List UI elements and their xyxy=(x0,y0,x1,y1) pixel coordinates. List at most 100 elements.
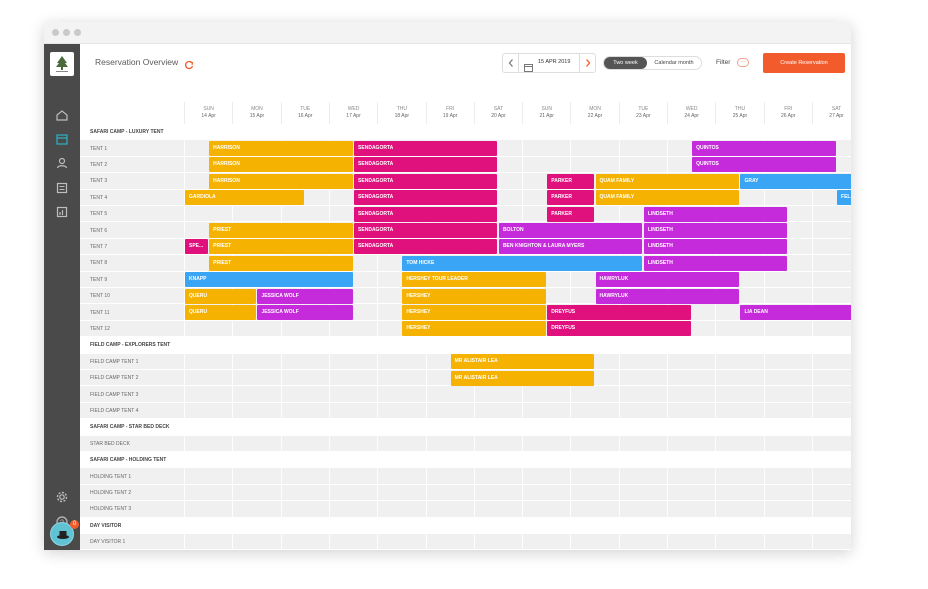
reservation-bar[interactable]: PRIEST xyxy=(209,255,353,271)
reservation-bar[interactable]: BOLTON xyxy=(498,223,643,239)
reservation-bar[interactable]: HERSHEY xyxy=(402,305,546,321)
next-period-button[interactable] xyxy=(579,54,595,72)
reservation-bar[interactable]: PARKER xyxy=(547,173,595,189)
reservation-bar[interactable]: PARKER xyxy=(547,206,595,222)
home-icon[interactable] xyxy=(55,108,69,122)
reservation-bar[interactable]: JESSICA WOLF xyxy=(257,305,353,321)
resource-row[interactable]: STAR BED DECK xyxy=(80,435,851,452)
resource-row[interactable]: TENT 12 HERSHEY DREYFUS xyxy=(80,320,851,338)
reservation-bar[interactable]: LINDSETH xyxy=(643,239,788,255)
reservation-bar[interactable]: JESSICA WOLF xyxy=(257,288,353,304)
reservation-bar[interactable]: QUAM FAMILY xyxy=(595,190,739,206)
reservation-bar[interactable]: TOM HICKE xyxy=(402,255,643,271)
reservation-bar[interactable]: SENDAGORTA xyxy=(354,206,498,222)
reservation-bar[interactable]: LIA DEAN xyxy=(740,305,851,321)
create-reservation-button[interactable]: Create Reservation xyxy=(763,53,845,73)
grid-line xyxy=(184,288,185,305)
reservation-bar[interactable]: SENDAGORTA xyxy=(354,141,498,157)
reservation-bar[interactable]: HAWRYLUK xyxy=(595,272,739,288)
resource-row[interactable]: HOLDING TENT 1 xyxy=(80,468,851,485)
app-window: ? 0 Reservation Overview 15 APR 2019 xyxy=(44,22,851,550)
reservation-bar[interactable]: GARDIOLA xyxy=(185,190,305,206)
reservation-bar[interactable]: SPE... xyxy=(185,239,208,255)
reservation-bar[interactable]: QUINTOS xyxy=(692,141,836,157)
chart-icon[interactable] xyxy=(55,205,69,219)
avatar[interactable]: 0 xyxy=(50,520,79,546)
reservation-bar[interactable]: FEL... xyxy=(837,190,851,206)
grid-line xyxy=(232,501,234,518)
grid-line xyxy=(522,386,524,403)
resource-row[interactable]: HOLDING TENT 2 xyxy=(80,484,851,502)
reservation-bar[interactable]: QUINTOS xyxy=(692,157,836,173)
reservation-bar[interactable]: KNAPP xyxy=(185,272,353,288)
window-minimize-dot[interactable] xyxy=(63,29,70,36)
prev-period-button[interactable] xyxy=(503,54,519,72)
resource-row[interactable]: TENT 5 SENDAGORTA PARKER LINDSETH xyxy=(80,206,851,223)
refresh-icon[interactable] xyxy=(184,57,194,70)
resource-row[interactable]: TENT 10 QUERU JESSICA WOLF HERSHEY HAWRYLUK xyxy=(80,288,851,305)
reservation-bar[interactable]: PARKER xyxy=(547,190,595,206)
reservation-bar[interactable]: GRAY xyxy=(740,173,851,189)
grid-line xyxy=(763,370,765,387)
reservation-bar[interactable]: HARRISON xyxy=(209,141,353,157)
resource-row[interactable]: TENT 2 HARRISON SENDAGORTA QUINTOS xyxy=(80,156,851,174)
reservation-bar[interactable]: DREYFUS xyxy=(547,321,691,337)
resource-row[interactable]: TENT 4 GARDIOLA SENDAGORTA PARKER QUAM FAMIL… xyxy=(80,189,851,206)
resource-row[interactable]: TENT 11 QUERU JESSICA WOLF HERSHEY DREYFUS LI… xyxy=(80,304,851,321)
reservation-bar[interactable]: QUERU xyxy=(185,305,256,321)
reservation-bar[interactable]: PRIEST xyxy=(209,223,353,239)
resource-row[interactable]: TENT 7 SPE... PRIEST SENDAGORTA BEN KNIGHTON… xyxy=(80,238,851,256)
resource-row[interactable]: TENT 1 HARRISON SENDAGORTA QUINTOS xyxy=(80,140,851,157)
settings-icon[interactable] xyxy=(55,490,69,504)
resource-row[interactable]: FIELD CAMP TENT 2 MR ALISTAIR LEA xyxy=(80,370,851,387)
reservation-bar[interactable]: HAWRYLUK xyxy=(595,288,739,304)
reservation-bar[interactable]: SENDAGORTA xyxy=(354,190,498,206)
reservation-bar[interactable]: LINDSETH xyxy=(643,255,788,271)
grid-line xyxy=(763,353,765,370)
reservation-bar[interactable]: LINDSETH xyxy=(643,223,788,239)
reservation-bar[interactable]: HARRISON xyxy=(209,173,353,189)
grid-line xyxy=(232,386,234,403)
reservation-bar[interactable]: QUERU xyxy=(185,288,256,304)
two-week-view-button[interactable]: Two week xyxy=(604,57,647,69)
resource-row[interactable]: TENT 8 PRIEST TOM HICKE LINDSETH xyxy=(80,255,851,272)
resource-row[interactable]: FIELD CAMP TENT 4 xyxy=(80,402,851,420)
grid-line xyxy=(232,402,234,420)
calendar-month-view-button[interactable]: Calendar month xyxy=(654,60,694,66)
reservation-bar[interactable]: BEN KNIGHTON & LAURA MYERS xyxy=(498,239,643,255)
reservation-bar[interactable]: LINDSETH xyxy=(643,206,788,222)
date-navigator: 15 APR 2019 xyxy=(502,53,596,73)
calendar-icon[interactable] xyxy=(55,132,69,146)
reservation-bar[interactable]: HERSHEY xyxy=(402,321,546,337)
grid-line xyxy=(570,402,572,420)
user-icon[interactable] xyxy=(55,156,69,170)
reservation-bar[interactable]: PRIEST xyxy=(209,239,353,255)
resource-row[interactable]: TENT 6 PRIEST SENDAGORTA BOLTON LINDSETH xyxy=(80,222,851,239)
grid-line xyxy=(715,386,717,403)
resource-row[interactable]: FIELD CAMP TENT 3 xyxy=(80,386,851,403)
list-icon[interactable] xyxy=(55,181,69,195)
reservation-bar[interactable]: SENDAGORTA xyxy=(354,157,498,173)
reservation-bar[interactable]: MR ALISTAIR LEA xyxy=(450,354,595,370)
reservation-bar[interactable]: HARRISON xyxy=(209,157,353,173)
reservation-bar[interactable]: SENDAGORTA xyxy=(354,223,498,239)
reservation-bar[interactable]: SENDAGORTA xyxy=(354,173,498,189)
current-date[interactable]: 15 APR 2019 xyxy=(538,59,571,65)
resource-row[interactable]: DAY VISITOR 1 xyxy=(80,534,851,550)
reservation-bar[interactable]: HERSHEY TOUR LEADER xyxy=(402,272,546,288)
resource-row[interactable]: HOLDING TENT 3 xyxy=(80,501,851,518)
resource-row[interactable]: FIELD CAMP TENT 1 MR ALISTAIR LEA xyxy=(80,353,851,370)
reservation-bar[interactable]: QUAM FAMILY xyxy=(595,173,739,189)
filter-label[interactable]: Filter xyxy=(716,59,731,66)
reservation-bar[interactable]: SENDAGORTA xyxy=(354,239,498,255)
window-close-dot[interactable] xyxy=(52,29,59,36)
resource-row[interactable]: TENT 9 KNAPP HERSHEY TOUR LEADER HAWRYLUK xyxy=(80,271,851,288)
reservation-bar[interactable]: DREYFUS xyxy=(547,305,691,321)
brand-logo[interactable] xyxy=(50,52,74,76)
resource-row[interactable]: TENT 3 HARRISON SENDAGORTA PARKER QUAM FAMIL… xyxy=(80,173,851,190)
reservation-bar[interactable]: MR ALISTAIR LEA xyxy=(450,370,595,386)
reservation-bar[interactable]: HERSHEY xyxy=(402,288,546,304)
window-maximize-dot[interactable] xyxy=(74,29,81,36)
filter-more-button[interactable]: ··· xyxy=(737,58,749,67)
grid-line xyxy=(377,468,379,485)
